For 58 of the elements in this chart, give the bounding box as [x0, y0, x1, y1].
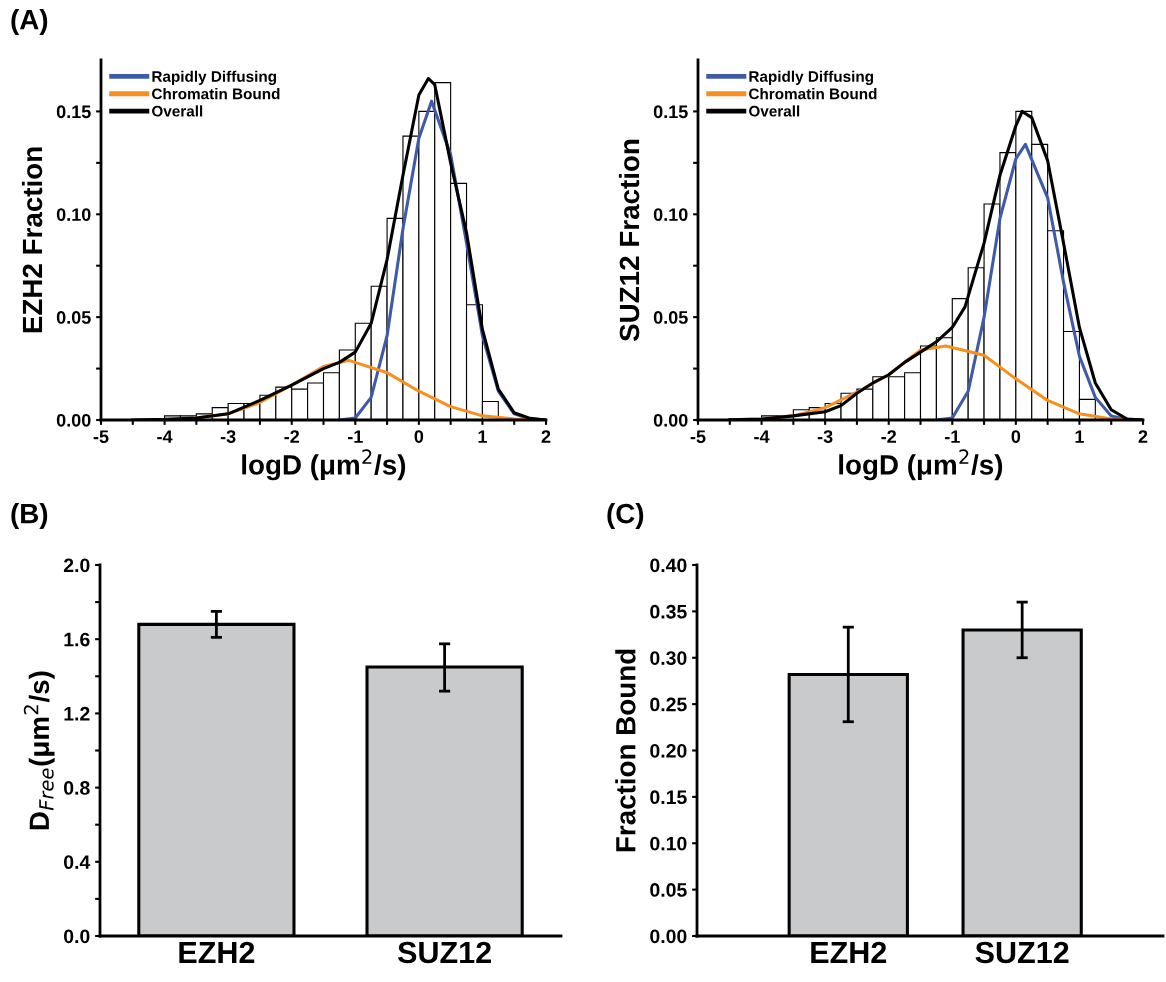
legend-label: Chromatin Bound	[749, 88, 877, 100]
chart-title: (B)	[11, 503, 48, 529]
y-tick-label: 0.15	[650, 790, 687, 805]
y-tick-label: 0.35	[650, 604, 687, 619]
y-tick-label: 0.05	[650, 883, 687, 897]
y-tick-label: 1.6	[64, 632, 90, 647]
x-tick-label: -3	[817, 430, 833, 444]
x-tick-label: -2	[284, 430, 300, 443]
x-tick-label: SUZ12	[975, 941, 1069, 964]
y-tick-label: 0.10	[650, 836, 687, 851]
y-tick-label: 0.10	[56, 208, 91, 222]
y-tick-label: 0.15	[56, 105, 91, 119]
y-tick-label: 0.8	[64, 781, 90, 795]
y-tick-label: 0.10	[653, 208, 688, 222]
y-axis-title: D$_{Free}$(μm$^{2}$/s)	[23, 671, 55, 830]
x-tick-label: -5	[690, 430, 706, 443]
legend-label: Overall	[152, 105, 203, 117]
y-tick-label: 2.0	[63, 558, 90, 573]
y-tick-label: 0.05	[56, 311, 91, 324]
y-tick-label: 0.0	[64, 929, 90, 944]
y-tick-label: 0.40	[650, 558, 687, 573]
y-tick-label: 0.00	[56, 413, 91, 427]
y-tick-label: 1.2	[64, 706, 90, 721]
x-tick-label: EZH2	[179, 941, 255, 963]
x-tick-label: 2	[1138, 430, 1148, 443]
legend-label: Rapidly Diffusing	[152, 70, 277, 85]
x-tick-label: 0	[1011, 430, 1021, 443]
y-axis-title: Fraction Bound	[615, 649, 636, 852]
y-tick-label: 0.15	[653, 105, 688, 119]
x-tick-label: 1	[478, 430, 487, 443]
y-tick-label: 0.20	[650, 743, 687, 758]
chart-title: (A)	[11, 9, 48, 35]
x-axis-title: logD (μm$^{2}$/s)	[839, 449, 1003, 481]
y-tick-label: 0.00	[650, 929, 687, 944]
y-tick-label: 0.30	[650, 651, 687, 666]
x-tick-label: -4	[754, 430, 770, 443]
x-tick-label: EZH2	[811, 941, 887, 963]
y-axis-title: EZH2 Fraction	[21, 147, 43, 333]
y-axis-title: SUZ12 Fraction	[618, 139, 640, 342]
y-tick-label: 0.05	[653, 311, 688, 324]
legend-label: Overall	[749, 105, 800, 117]
x-tick-label: 1	[1075, 430, 1084, 443]
x-tick-label: -2	[881, 430, 897, 443]
chart-title: (C)	[607, 503, 644, 529]
y-tick-label: 0.4	[64, 855, 91, 870]
x-tick-label: SUZ12	[397, 941, 491, 964]
x-tick-label: -5	[93, 430, 109, 443]
y-tick-label: 0.25	[650, 697, 687, 712]
legend-label: Rapidly Diffusing	[749, 70, 874, 85]
x-tick-label: -1	[944, 430, 960, 443]
y-tick-label: 0.00	[653, 413, 688, 427]
x-tick-label: 2	[541, 430, 551, 443]
x-tick-label: -1	[347, 430, 363, 443]
x-axis-title: logD (μm$^{2}$/s)	[242, 449, 406, 481]
x-tick-label: 0	[414, 430, 424, 443]
x-tick-label: -4	[157, 430, 173, 443]
x-tick-label: -3	[220, 430, 236, 444]
legend-label: Chromatin Bound	[152, 88, 280, 100]
